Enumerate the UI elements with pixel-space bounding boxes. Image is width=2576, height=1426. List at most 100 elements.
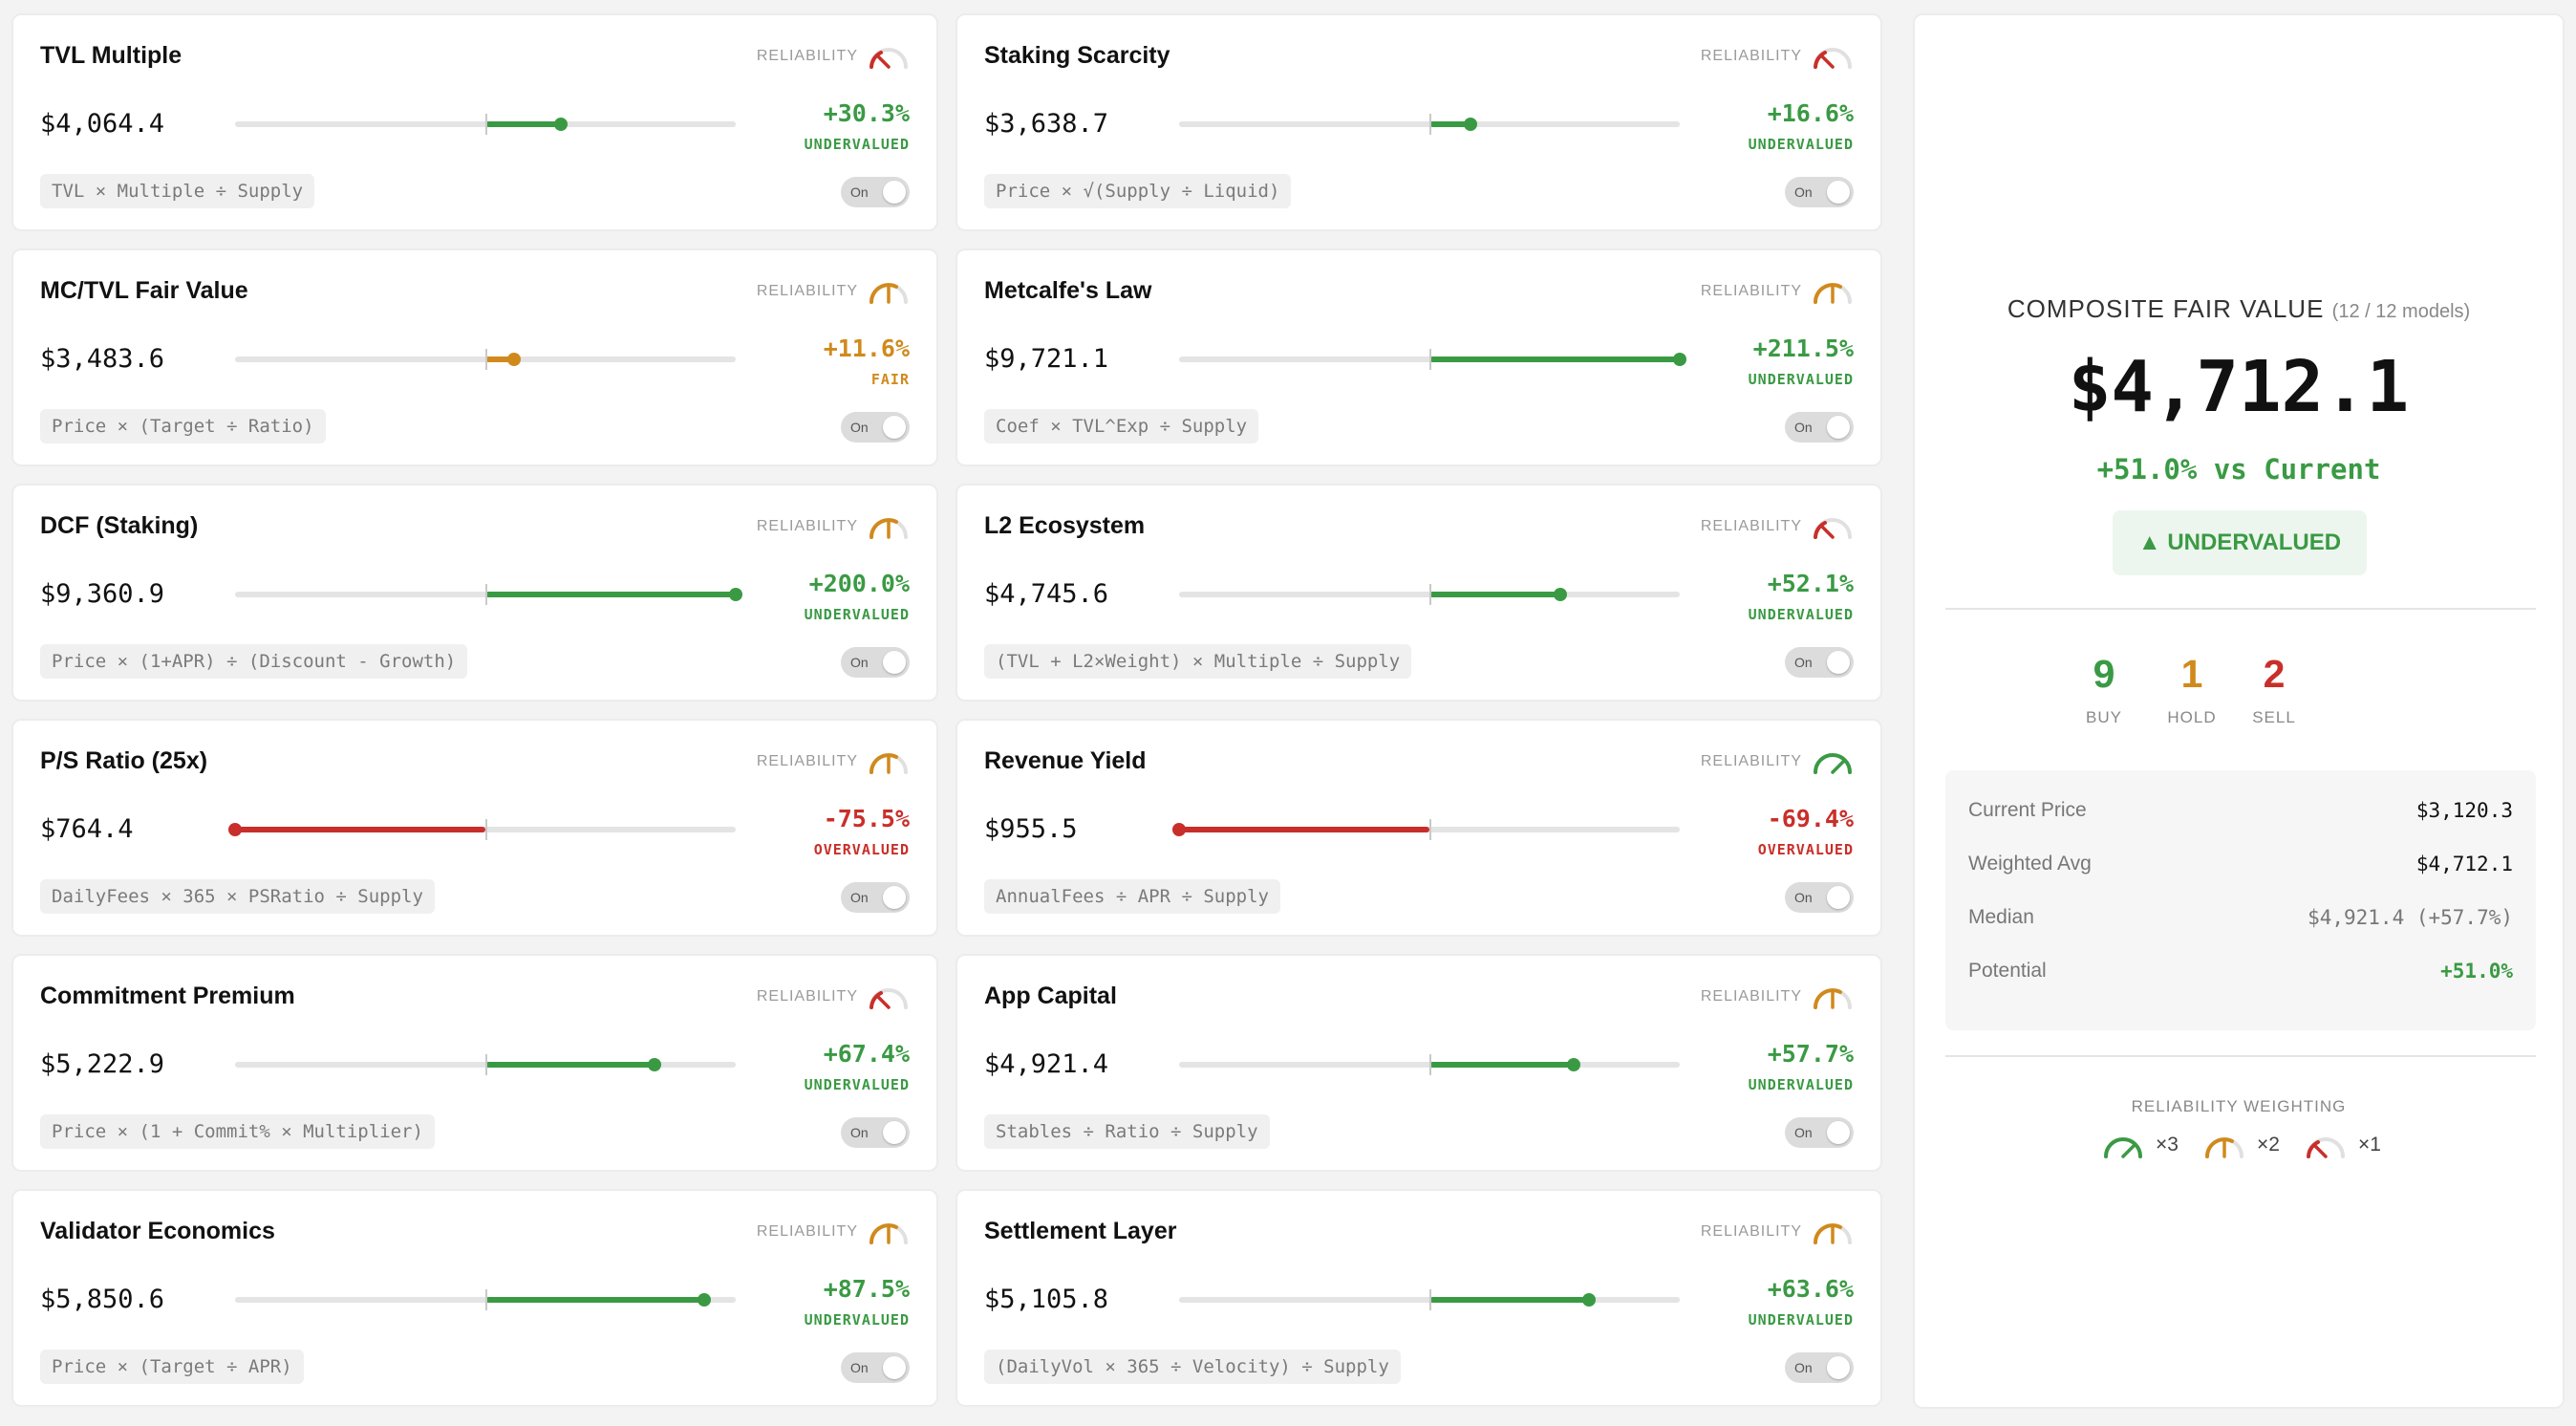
deviation-midline	[485, 1289, 487, 1310]
model-deviation-percent: -69.4%	[1767, 805, 1854, 832]
deviation-marker	[507, 353, 522, 366]
model-price: $3,638.7	[984, 109, 1109, 139]
deviation-marker	[1567, 1058, 1581, 1071]
deviation-marker	[228, 823, 242, 836]
model-enable-toggle[interactable]: On	[1785, 412, 1854, 443]
model-formula: Stables ÷ Ratio ÷ Supply	[984, 1114, 1270, 1149]
model-price: $4,745.6	[984, 579, 1109, 609]
model-verdict: UNDERVALUED	[804, 1076, 910, 1093]
signal-count-hold: 1 HOLD	[2144, 652, 2240, 727]
reliability-label: RELIABILITY	[1700, 988, 1802, 1005]
model-formula: (DailyVol × 365 ÷ Velocity) ÷ Supply	[984, 1350, 1401, 1384]
model-formula: TVL × Multiple ÷ Supply	[40, 174, 315, 208]
deviation-marker	[1553, 588, 1567, 601]
model-enable-toggle[interactable]: On	[1785, 882, 1854, 913]
deviation-bar	[235, 1054, 736, 1075]
stat-value: $4,921.4 (+57.7%)	[2308, 906, 2513, 929]
model-formula: DailyFees × 365 × PSRatio ÷ Supply	[40, 879, 435, 914]
model-enable-toggle[interactable]: On	[841, 177, 910, 207]
model-enable-toggle[interactable]: On	[1785, 647, 1854, 678]
signal-count-label: SELL	[2252, 708, 2296, 726]
reliability-label: RELIABILITY	[756, 283, 858, 299]
reliability-gauge-icon	[868, 983, 910, 1011]
model-enable-toggle[interactable]: On	[841, 1117, 910, 1148]
toggle-knob	[883, 651, 906, 674]
model-formula: Price × (Target ÷ APR)	[40, 1350, 304, 1384]
deviation-fill	[485, 1297, 705, 1303]
signal-count-label: HOLD	[2167, 708, 2217, 726]
model-title: P/S Ratio (25x)	[40, 747, 208, 774]
stat-row: Potential +51.0%	[1968, 960, 2513, 988]
model-card: Metcalfe's Law RELIABILITY $9,721.1 +211…	[955, 248, 1882, 466]
model-verdict: FAIR	[870, 371, 910, 388]
model-price: $9,360.9	[40, 579, 165, 609]
divider	[1945, 608, 2536, 610]
model-verdict: UNDERVALUED	[804, 606, 910, 623]
composite-value: $4,712.1	[2068, 346, 2410, 428]
model-enable-toggle[interactable]: On	[841, 1352, 910, 1383]
signal-count-buy: 9 BUY	[2056, 652, 2152, 727]
stat-key: Current Price	[1968, 799, 2087, 821]
signal-count-number: 9	[2093, 652, 2115, 696]
stats-box: Current Price $3,120.3 Weighted Avg $4,71…	[1945, 770, 2536, 1030]
composite-vs-current: +51.0% vs Current	[2096, 453, 2381, 486]
reliability-label: RELIABILITY	[1700, 518, 1802, 534]
toggle-label: On	[850, 655, 869, 670]
deviation-marker	[1673, 353, 1686, 366]
toggle-knob	[1827, 886, 1850, 909]
model-price: $5,105.8	[984, 1285, 1109, 1314]
model-title: DCF (Staking)	[40, 512, 199, 539]
model-title: Commitment Premium	[40, 983, 295, 1009]
reliability-label: RELIABILITY	[1700, 1223, 1802, 1240]
reliability-weighting-title: RELIABILITY WEIGHTING	[2131, 1097, 2347, 1115]
reliability-gauge-icon	[1812, 1218, 1854, 1246]
deviation-midline	[1429, 1289, 1431, 1310]
model-enable-toggle[interactable]: On	[1785, 177, 1854, 207]
signal-count-number: 1	[2180, 652, 2203, 696]
model-enable-toggle[interactable]: On	[841, 647, 910, 678]
reliability-gauge-icon	[868, 1218, 910, 1246]
toggle-label: On	[1794, 655, 1813, 670]
toggle-knob	[883, 886, 906, 909]
stat-key: Potential	[1968, 960, 2047, 982]
model-formula: Price × (Target ÷ Ratio)	[40, 409, 326, 443]
model-formula: Price × (1+APR) ÷ (Discount - Growth)	[40, 644, 468, 679]
deviation-marker	[1464, 118, 1478, 131]
reliability-gauge-icon	[868, 277, 910, 306]
model-enable-toggle[interactable]: On	[841, 882, 910, 913]
model-title: Metcalfe's Law	[984, 277, 1152, 304]
model-verdict: UNDERVALUED	[1748, 1311, 1854, 1329]
reliability-gauge-icon	[868, 747, 910, 776]
model-formula: AnnualFees ÷ APR ÷ Supply	[984, 879, 1280, 914]
reliability-gauge-icon	[868, 42, 910, 71]
reliability-label: RELIABILITY	[756, 988, 858, 1005]
model-formula: Price × (1 + Commit% × Multiplier)	[40, 1114, 435, 1149]
model-price: $4,064.4	[40, 109, 165, 139]
deviation-marker	[1581, 1293, 1596, 1307]
signal-count-number: 2	[2263, 652, 2286, 696]
model-enable-toggle[interactable]: On	[1785, 1117, 1854, 1148]
reliability-label: RELIABILITY	[756, 753, 858, 769]
deviation-bar	[1179, 349, 1686, 370]
model-verdict: OVERVALUED	[1757, 841, 1854, 858]
toggle-knob	[883, 1121, 906, 1144]
deviation-bar	[1179, 584, 1680, 605]
model-price: $4,921.4	[984, 1049, 1109, 1079]
model-enable-toggle[interactable]: On	[1785, 1352, 1854, 1383]
deviation-fill	[485, 121, 562, 127]
deviation-midline	[485, 349, 487, 370]
toggle-label: On	[1794, 184, 1813, 200]
deviation-marker	[729, 588, 742, 601]
model-price: $764.4	[40, 814, 134, 844]
reliability-label: RELIABILITY	[1700, 753, 1802, 769]
model-title: Staking Scarcity	[984, 42, 1170, 69]
deviation-fill	[1179, 827, 1429, 832]
deviation-fill	[485, 356, 515, 362]
model-enable-toggle[interactable]: On	[841, 412, 910, 443]
toggle-label: On	[850, 184, 869, 200]
reliability-label: RELIABILITY	[756, 1223, 858, 1240]
deviation-bar	[235, 349, 736, 370]
model-formula: Coef × TVL^Exp ÷ Supply	[984, 409, 1259, 443]
model-card: TVL Multiple RELIABILITY $4,064.4 +30.3%…	[11, 13, 938, 231]
toggle-label: On	[1794, 420, 1813, 435]
